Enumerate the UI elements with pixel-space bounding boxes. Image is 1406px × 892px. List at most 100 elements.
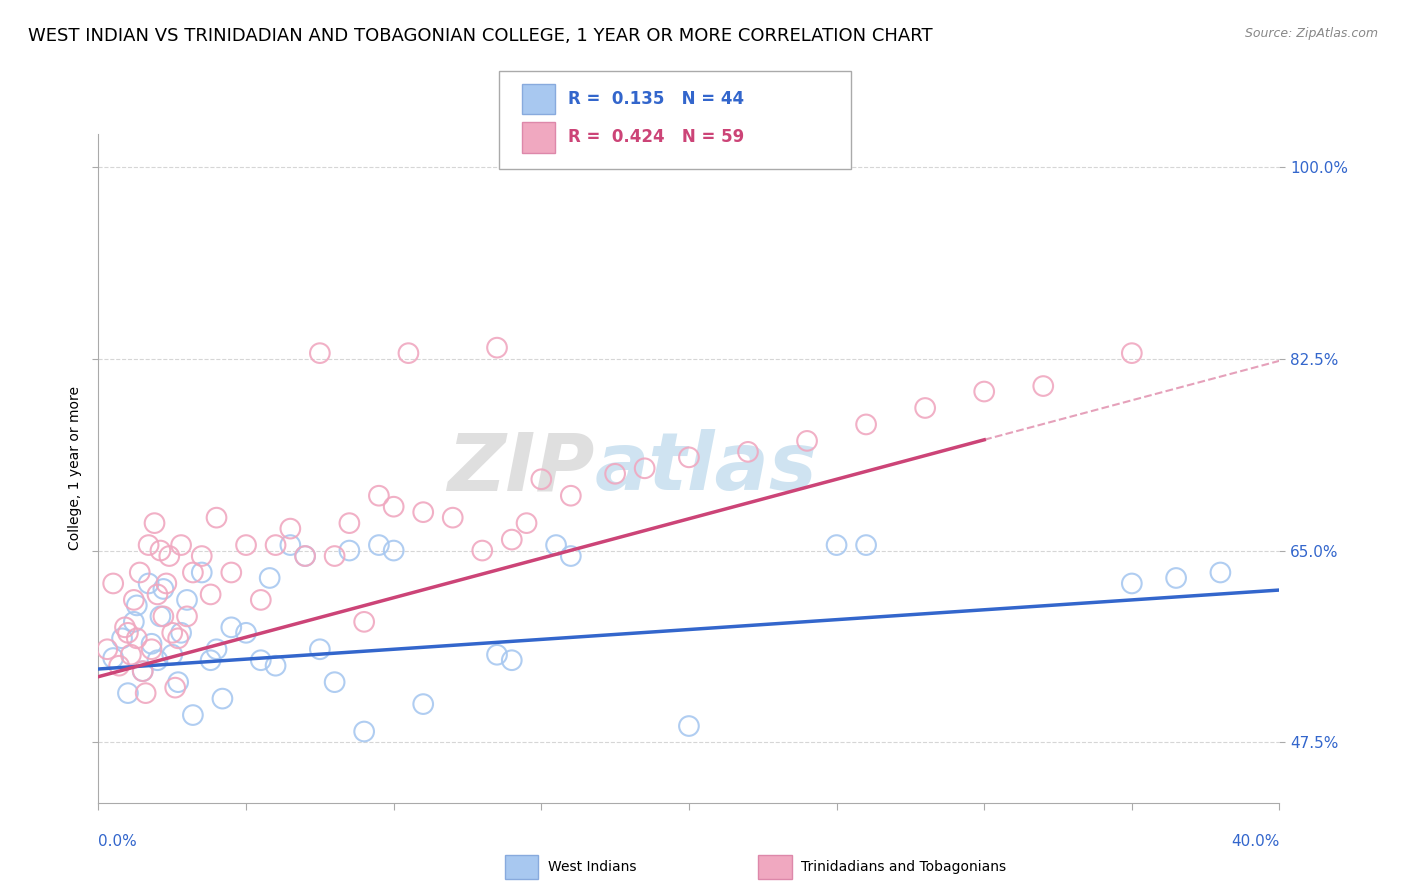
Point [605, 467, 627, 481]
Y-axis label: College, 1 year or more: College, 1 year or more [67, 386, 82, 550]
Point [259, 571, 281, 585]
Text: R =  0.135   N = 44: R = 0.135 N = 44 [568, 90, 744, 108]
Text: WEST INDIAN VS TRINIDADIAN AND TOBAGONIAN COLLEGE, 1 YEAR OR MORE CORRELATION CH: WEST INDIAN VS TRINIDADIAN AND TOBAGONIA… [28, 27, 932, 45]
Point [250, 593, 273, 607]
Point [181, 708, 204, 723]
Text: West Indians: West Indians [548, 860, 637, 874]
Point [353, 615, 375, 629]
Point [678, 450, 700, 465]
Point [678, 719, 700, 733]
Point [530, 472, 553, 486]
Point [501, 653, 523, 667]
Point [125, 632, 148, 646]
Point [122, 615, 145, 629]
Point [250, 653, 273, 667]
Point [181, 566, 204, 580]
Point [294, 549, 316, 563]
Point [167, 675, 190, 690]
Point [235, 538, 257, 552]
Point [211, 691, 233, 706]
Point [205, 510, 228, 524]
Point [200, 653, 222, 667]
Point [176, 609, 198, 624]
Point [157, 549, 180, 563]
Point [132, 664, 155, 678]
Point [176, 593, 198, 607]
Point [914, 401, 936, 415]
Point [117, 686, 139, 700]
Point [486, 341, 509, 355]
Point [219, 620, 243, 634]
Point [323, 549, 346, 563]
Text: 40.0%: 40.0% [1232, 834, 1279, 849]
Point [973, 384, 995, 399]
Point [146, 653, 169, 667]
Point [294, 549, 316, 563]
Point [143, 516, 166, 530]
Point [1164, 571, 1187, 585]
Point [264, 538, 287, 552]
Point [122, 593, 145, 607]
Point [152, 582, 174, 596]
Point [471, 543, 494, 558]
Point [120, 648, 142, 662]
Text: Trinidadians and Tobagonians: Trinidadians and Tobagonians [801, 860, 1007, 874]
Text: Source: ZipAtlas.com: Source: ZipAtlas.com [1244, 27, 1378, 40]
Point [1032, 379, 1054, 393]
Point [200, 587, 222, 601]
Point [125, 599, 148, 613]
Point [633, 461, 655, 475]
Point [141, 637, 163, 651]
Text: ZIP: ZIP [447, 429, 595, 508]
Point [103, 576, 125, 591]
Point [546, 538, 568, 552]
Point [135, 686, 157, 700]
Point [235, 625, 257, 640]
Point [155, 576, 177, 591]
Point [412, 505, 434, 519]
Text: atlas: atlas [595, 429, 817, 508]
Point [353, 724, 375, 739]
Point [96, 642, 118, 657]
Point [516, 516, 538, 530]
Point [309, 346, 332, 360]
Point [441, 510, 464, 524]
Point [323, 675, 346, 690]
Point [560, 549, 582, 563]
Point [337, 543, 360, 558]
Point [368, 489, 391, 503]
Point [219, 566, 243, 580]
Point [152, 609, 174, 624]
Point [796, 434, 818, 448]
Point [501, 533, 523, 547]
Point [162, 648, 183, 662]
Point [167, 632, 190, 646]
Point [486, 648, 509, 662]
Point [138, 538, 160, 552]
Point [114, 620, 136, 634]
Point [205, 642, 228, 657]
Point [132, 664, 155, 678]
Point [855, 538, 877, 552]
Point [170, 538, 193, 552]
Point [191, 549, 214, 563]
Point [111, 632, 134, 646]
Point [855, 417, 877, 432]
Text: R =  0.424   N = 59: R = 0.424 N = 59 [568, 128, 744, 146]
Point [278, 538, 302, 552]
Point [146, 587, 169, 601]
Point [396, 346, 419, 360]
Point [309, 642, 332, 657]
Point [108, 658, 131, 673]
Point [278, 522, 302, 536]
Point [1209, 566, 1232, 580]
Point [382, 543, 405, 558]
Point [560, 489, 582, 503]
Point [412, 697, 434, 711]
Point [1121, 576, 1143, 591]
Point [117, 625, 139, 640]
Point [191, 566, 214, 580]
Point [368, 538, 391, 552]
Point [165, 681, 187, 695]
Point [138, 576, 160, 591]
